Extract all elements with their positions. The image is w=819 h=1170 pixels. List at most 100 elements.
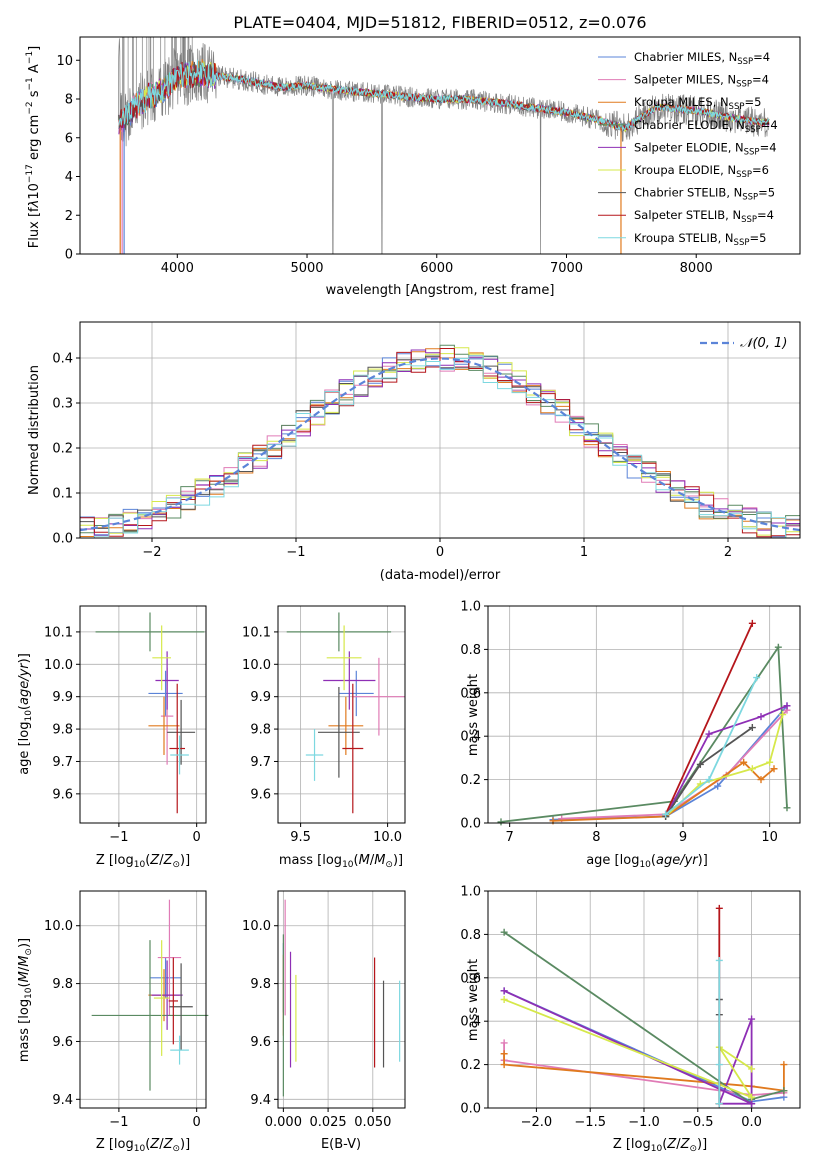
y-tick-label: 2 <box>65 209 73 224</box>
y-tick-label: 10.0 <box>44 919 73 934</box>
legend-label: Salpeter ELODIE, NSSP=4 <box>634 140 777 157</box>
axes-frame <box>79 36 801 255</box>
legend-label: Chabrier ELODIE, NSSP=4 <box>634 118 778 135</box>
marks-layer <box>497 619 791 826</box>
mass-weight-marker <box>500 928 508 936</box>
axes-frame <box>487 605 801 824</box>
x-tick-label: 8 <box>592 830 600 845</box>
axes-frame <box>79 605 207 824</box>
age-vs-mass-plot-area: 9.5 10.0 9.6 9.7 9.8 9.9 10.0 10.1 <box>242 605 406 845</box>
mass-weight-marker <box>500 1039 508 1047</box>
marks-layer <box>91 899 209 1091</box>
mass-weight-marker <box>500 987 508 995</box>
weight-vs-age-ylabel: mass weight <box>466 674 481 756</box>
mass-vs-extinction-panel: 0.000 0.025 0.050 9.4 9.6 9.8 10.0 E(B-V) <box>242 890 406 1152</box>
y-tick-label: 0.1 <box>52 487 73 502</box>
mass-weight-marker <box>783 804 791 812</box>
mass-weight-marker <box>757 776 765 784</box>
x-tick-label: −1 <box>109 1115 128 1130</box>
mass-weight-marker <box>748 1100 756 1108</box>
mass-weight-marker <box>500 1061 508 1069</box>
legend-label: Salpeter STELIB, NSSP=4 <box>634 208 774 225</box>
y-tick-label: 9.8 <box>52 723 73 738</box>
x-tick-label: 0.025 <box>309 1115 346 1130</box>
mass-weight-marker <box>770 765 778 773</box>
marks-layer <box>80 344 800 538</box>
y-tick-label: 10 <box>56 54 73 69</box>
weight-vs-metallicity-panel: −2.0 −1.5 −1.0 −0.5 0.0 0.0 0.2 0.4 0.6 0.8 1.0 Z … <box>460 885 801 1154</box>
mass-weight-marker <box>715 1061 723 1069</box>
x-tick-label: 9.5 <box>290 830 311 845</box>
x-tick-label: 8000 <box>680 261 713 276</box>
error-bar-point <box>148 696 180 755</box>
x-tick-label: 10.0 <box>373 830 402 845</box>
legend-label: Chabrier MILES, NSSP=4 <box>634 50 770 67</box>
x-tick-label: −2 <box>142 545 161 560</box>
y-tick-label: 0.4 <box>460 1015 481 1030</box>
weight-vs-metallicity-xlabel: Z [log10(Z/Z⊙)] <box>613 1137 707 1154</box>
error-bar-point <box>286 612 392 652</box>
spectrum-ylabel: Flux [fλ10−17 erg cm−2 s−1 A−1] <box>25 46 42 248</box>
weight-vs-age-plot-area: 7 8 9 10 0.0 0.2 0.4 0.6 0.8 1.0 <box>460 600 801 845</box>
error-bar-point <box>150 957 182 999</box>
x-tick-label: 0.000 <box>265 1115 302 1130</box>
x-tick-label: 5000 <box>290 261 323 276</box>
mass-vs-extinction-xlabel: E(B-V) <box>321 1137 361 1152</box>
legend-label: Kroupa STELIB, NSSP=5 <box>634 231 766 248</box>
y-tick-label: 0.2 <box>52 442 73 457</box>
x-tick-label: 0.0 <box>741 1115 762 1130</box>
normal-curve-line <box>80 357 800 532</box>
mass-weight-line <box>664 623 754 815</box>
mass-weight-marker <box>748 1015 756 1023</box>
mass-weight-marker <box>705 730 713 738</box>
error-bar-point <box>167 699 196 765</box>
residuals-legend: 𝒩(0, 1) <box>700 336 787 351</box>
mass-weight-marker <box>705 776 713 784</box>
marks-layer <box>286 612 405 814</box>
y-tick-label: 9.9 <box>250 690 271 705</box>
histogram-step-line <box>80 355 800 538</box>
error-bar-point <box>342 683 364 814</box>
histogram-step-line <box>80 348 800 538</box>
legend-label: Salpeter MILES, NSSP=4 <box>634 73 769 90</box>
x-tick-label: −2.0 <box>521 1115 553 1130</box>
y-tick-label: 0.0 <box>460 817 481 832</box>
mass-weight-marker <box>780 1087 788 1095</box>
y-tick-label: 0.4 <box>52 352 73 367</box>
residuals-ylabel: Normed distribution <box>27 365 42 495</box>
model-spectrum-line <box>118 59 770 132</box>
mass-vs-metallicity-xlabel: Z [log10(Z/Z⊙)] <box>96 1137 190 1154</box>
normal-legend-label: 𝒩(0, 1) <box>740 336 787 351</box>
y-tick-label: 9.8 <box>250 723 271 738</box>
weight-vs-metallicity-plot-area: −2.0 −1.5 −1.0 −0.5 0.0 0.0 0.2 0.4 0.6 0.8 1.0 <box>460 885 801 1130</box>
x-tick-label: 0.050 <box>354 1115 391 1130</box>
mass-weight-marker <box>748 765 756 773</box>
mass-weight-marker <box>783 702 791 710</box>
mass-weight-marker <box>766 758 774 766</box>
y-tick-label: 9.8 <box>250 977 271 992</box>
x-tick-label: 9 <box>679 830 687 845</box>
x-tick-label: 7 <box>506 830 514 845</box>
marks-layer <box>117 37 770 254</box>
y-tick-label: 0.4 <box>460 730 481 745</box>
mass-weight-marker <box>779 711 787 718</box>
y-tick-label: 9.7 <box>250 755 271 770</box>
error-bar-point <box>152 625 171 691</box>
mass-weight-line <box>500 644 788 823</box>
y-tick-label: 10.1 <box>242 625 271 640</box>
spectrum-lines <box>117 37 770 254</box>
x-tick-label: 0 <box>193 830 201 845</box>
histogram-steps <box>80 344 800 538</box>
age-vs-metallicity-ylabel: age [log10(age/yr)] <box>17 653 34 775</box>
mass-vs-metallicity-plot-area: −1 0 9.4 9.6 9.8 10.0 <box>44 890 209 1130</box>
y-tick-label: 8 <box>65 93 73 108</box>
y-tick-label: 10.0 <box>44 658 73 673</box>
y-tick-label: 9.9 <box>52 690 73 705</box>
x-tick-label: 10 <box>761 830 778 845</box>
x-tick-label: 0 <box>436 545 444 560</box>
x-tick-label: −1.0 <box>628 1115 660 1130</box>
y-tick-label: 1.0 <box>460 885 481 900</box>
y-tick-label: 0.0 <box>460 1102 481 1117</box>
mass-weight-marker <box>500 996 508 1003</box>
